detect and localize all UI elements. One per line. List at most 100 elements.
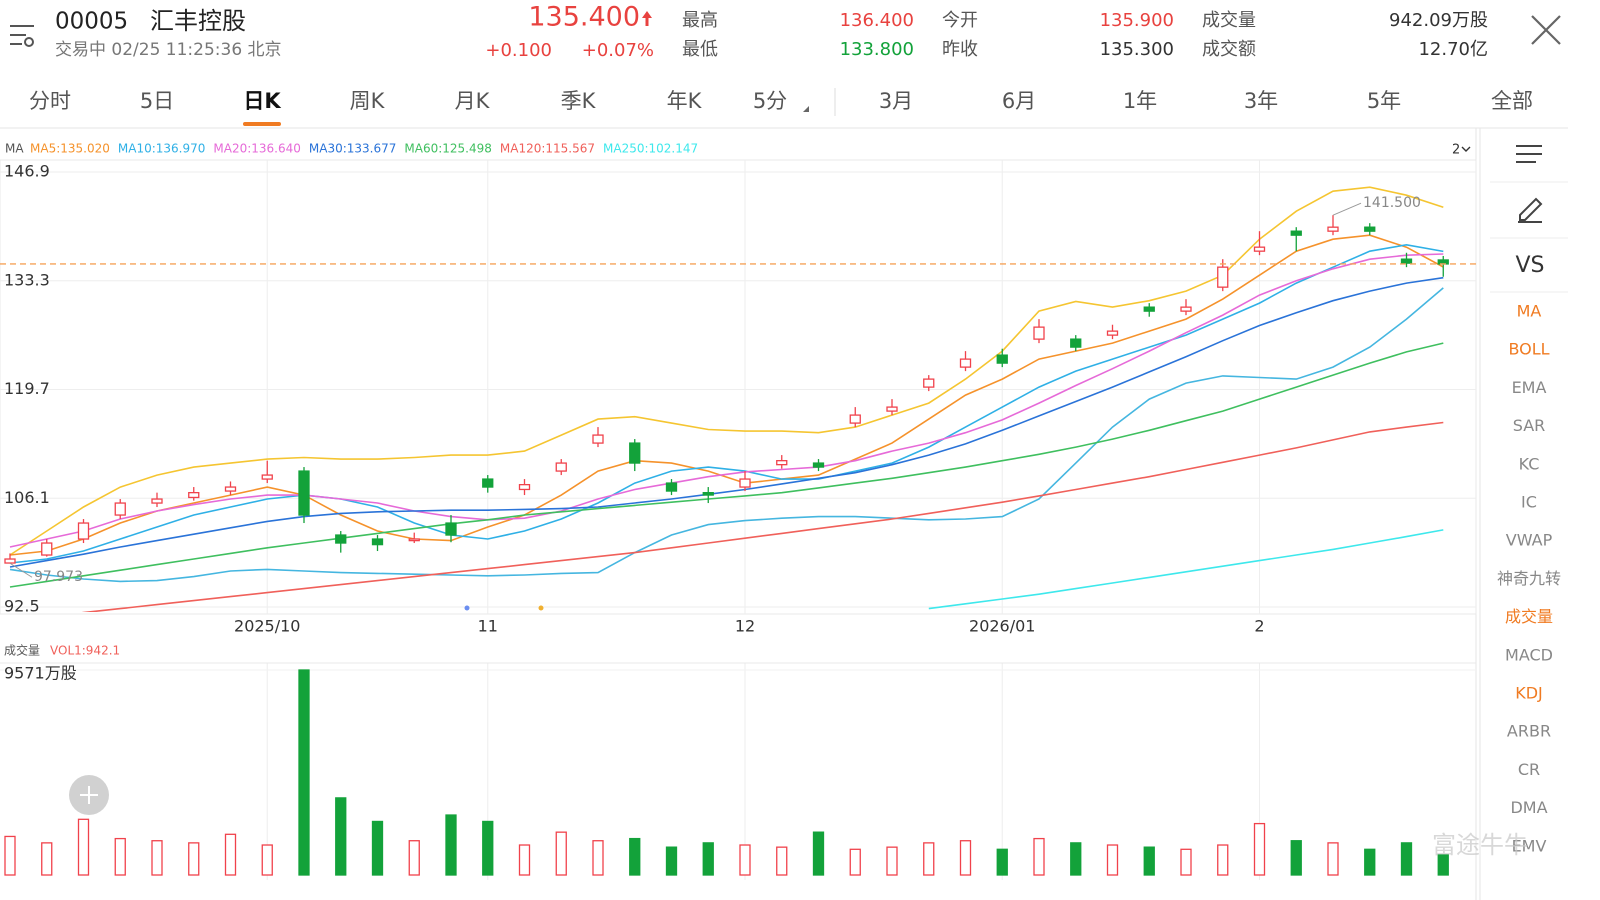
indicator[interactable]: BOLL [1508, 340, 1549, 359]
volume-bar [151, 840, 163, 876]
indicator[interactable]: KDJ [1515, 684, 1543, 703]
plot-frame [0, 159, 1477, 615]
volume-bar [41, 842, 53, 876]
candle-body [4, 558, 16, 564]
tab[interactable]: 5年 [1367, 89, 1401, 113]
candle-body [776, 460, 788, 466]
volume-bar [1290, 840, 1302, 876]
close-button[interactable] [1531, 15, 1561, 45]
indicator[interactable]: DMA [1510, 798, 1547, 817]
x-tick-label: 12 [735, 617, 755, 636]
volume-bar [335, 797, 347, 876]
volume-tick-label: 9571万股 [4, 664, 77, 683]
line [9, 342, 1444, 588]
y-tick-label: 146.9 [4, 162, 50, 181]
volume-bar [1327, 842, 1339, 876]
indicator[interactable]: MACD [1505, 645, 1553, 664]
candle-body [886, 406, 898, 412]
tab-bar: 分时 5日 日K 周K 月K 季K 年K 5分 3月 6月 1年 3年 5年 全部 [29, 89, 1533, 126]
indicator[interactable]: 成交量 [1505, 607, 1553, 626]
indicator[interactable]: SAR [1513, 416, 1546, 435]
stock-code: 00005 [55, 9, 128, 35]
tab[interactable]: 5日 [140, 89, 174, 113]
candle-body [371, 538, 384, 546]
legend-entry: MA250:102.147 [603, 142, 698, 156]
last-price: 135.400 [528, 2, 640, 33]
stats: 最高 136.400 最低 133.800 今开 135.900 昨收 135.300 成交量 9… [682, 10, 1488, 60]
legend-entry: MA5:135.020 [30, 142, 110, 156]
plot-area [9, 186, 1444, 612]
tab[interactable]: 3月 [879, 89, 913, 113]
line [9, 234, 1444, 556]
tab[interactable]: 5分 [753, 89, 787, 113]
indicator[interactable]: IC [1521, 493, 1537, 512]
draw-icon[interactable] [1518, 197, 1543, 223]
candle-body [261, 474, 273, 480]
volume-bar [629, 837, 641, 876]
volume-bar [518, 844, 531, 876]
legend-entry: MA20:136.640 [213, 142, 301, 156]
indicator[interactable]: EMV [1512, 836, 1547, 855]
list-icon[interactable] [1516, 145, 1542, 163]
menu-icon[interactable] [10, 25, 34, 47]
candle-body [1290, 230, 1302, 236]
stat-label: 昨收 [942, 39, 978, 60]
tab[interactable]: 周K [350, 89, 386, 113]
tab[interactable]: 分时 [29, 89, 71, 113]
event-dot[interactable] [464, 605, 470, 611]
line [9, 253, 1444, 548]
candle-body [1033, 326, 1045, 340]
stat-value: 136.400 [840, 10, 914, 31]
tab[interactable]: 年K [667, 89, 703, 113]
legend-entry: MA60:125.498 [404, 142, 492, 156]
indicator[interactable]: KC [1519, 454, 1540, 473]
stat-label: 今开 [942, 10, 978, 31]
tab[interactable]: 全部 [1491, 89, 1533, 113]
line [9, 287, 1444, 583]
ma-toggle-caret [1461, 146, 1471, 152]
indicator[interactable]: EMA [1512, 378, 1547, 397]
tab[interactable]: 月K [455, 89, 491, 113]
candle-body [1180, 306, 1192, 312]
event-dot[interactable] [538, 605, 544, 611]
candle-body [665, 482, 678, 492]
indicator[interactable]: MA [1517, 302, 1542, 321]
candle-body [996, 354, 1008, 364]
stat-label: 最高 [682, 10, 718, 31]
y-tick-label: 133.3 [4, 270, 50, 289]
tab[interactable]: 1年 [1123, 89, 1157, 113]
ma-toggle[interactable]: 2 [1452, 143, 1460, 158]
tab[interactable]: 日K [243, 89, 281, 113]
line [9, 243, 1444, 564]
volume-bar [849, 848, 861, 876]
volume-bar [959, 840, 972, 876]
max-pointer [1332, 202, 1362, 216]
stat-value: 133.800 [840, 39, 914, 60]
add-button[interactable] [69, 775, 109, 815]
candle-body [923, 378, 935, 388]
tab[interactable]: 6月 [1002, 89, 1036, 113]
x-tick-label: 11 [478, 617, 498, 636]
candle-body [482, 478, 494, 488]
indicator[interactable]: ARBR [1507, 722, 1551, 741]
indicator[interactable]: 神奇九转 [1497, 569, 1561, 588]
tab[interactable]: 季K [561, 89, 597, 113]
min-label: 97.973 [34, 569, 83, 585]
tab[interactable]: 3年 [1244, 89, 1278, 113]
candle-body [1217, 266, 1229, 288]
candle-body [1253, 246, 1266, 252]
legend-entry: MA30:133.677 [309, 142, 397, 156]
volume-bar [1400, 842, 1413, 876]
max-label: 141.500 [1363, 195, 1421, 211]
volume-bar [114, 837, 126, 876]
vs-button[interactable]: VS [1515, 253, 1544, 278]
indicator[interactable]: VWAP [1506, 531, 1553, 550]
stat-value: 12.70亿 [1418, 39, 1488, 60]
volume-bar [996, 848, 1008, 876]
indicator[interactable]: CR [1518, 760, 1540, 779]
trade-status: 交易中 02/25 11:25:36 北京 [55, 40, 282, 60]
candle-body [188, 492, 200, 499]
volume-bar [408, 840, 420, 876]
stat-value: 942.09万股 [1389, 10, 1488, 31]
candle-body [739, 478, 751, 488]
